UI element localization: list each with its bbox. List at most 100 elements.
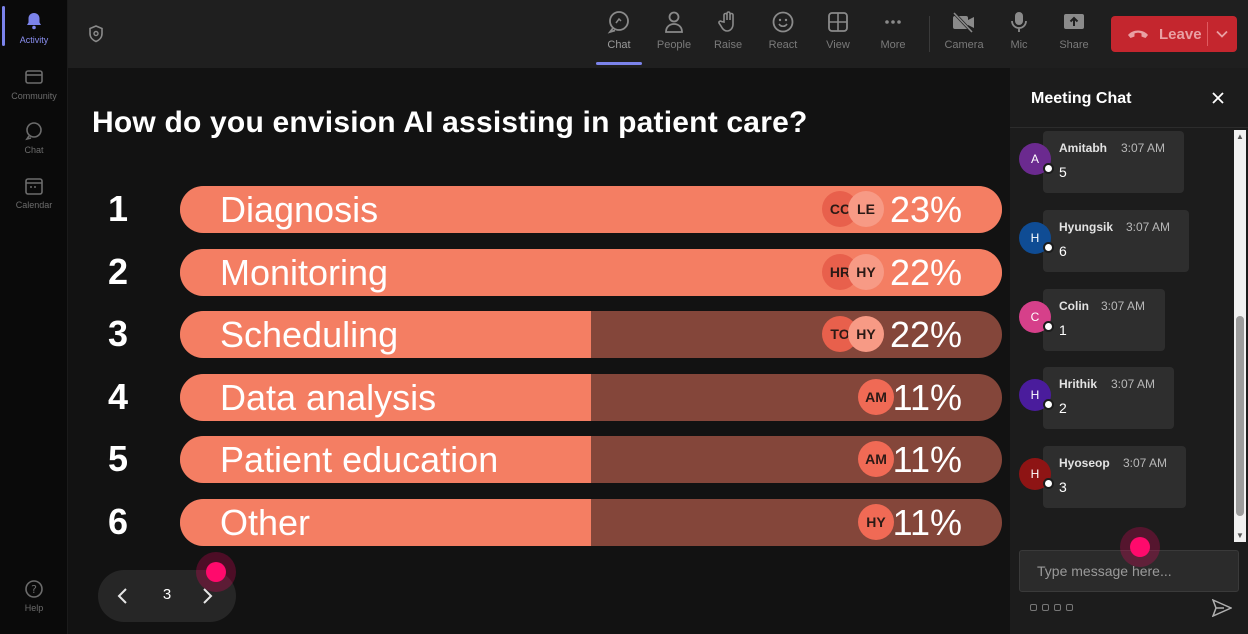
more-button-label: More [880, 39, 906, 51]
chat-scrollbar[interactable]: ▲ ▼ [1234, 130, 1246, 542]
rail-item-calendar[interactable]: Calendar [0, 175, 68, 210]
message-author: Hyungsik [1059, 219, 1114, 234]
chat-message[interactable]: Hyoseop 3:07 AM 3 [1043, 446, 1186, 509]
option-bar: Data analysis 11% AM [180, 373, 1002, 421]
presence-status-icon [1043, 399, 1054, 411]
scrollbar-thumb[interactable] [1236, 316, 1244, 516]
message-timestamp: 3:07 AM [1123, 456, 1168, 471]
chevron-down-icon[interactable] [1215, 27, 1229, 41]
mic-button[interactable]: Mic [992, 10, 1046, 51]
app-rail: Activity Community Chat Calendar ? Help [0, 0, 68, 634]
rail-item-activity[interactable]: Activity [0, 10, 68, 45]
voter-avatar: AM [858, 441, 894, 477]
chat-message-input[interactable]: Type message here... [1019, 550, 1239, 592]
emoji-icon[interactable] [1054, 604, 1061, 611]
voter-avatar: HY [848, 253, 884, 290]
share-icon [1064, 14, 1084, 29]
message-text: 5 [1059, 164, 1067, 180]
react-button-label: React [768, 39, 798, 51]
share-button[interactable]: Share [1047, 10, 1101, 51]
send-icon[interactable] [1212, 599, 1232, 617]
rail-item-label: Activity [19, 35, 49, 45]
poll-option-row: 2 Monitoring 22% HR HY [68, 248, 1010, 297]
rail-item-label: Calendar [15, 200, 53, 210]
poll-option-row: 1 Diagnosis 23% CC LE [68, 186, 1010, 234]
voter-avatar: AM [858, 378, 894, 415]
raise-hand-button[interactable]: Raise [701, 10, 755, 51]
leave-button-label: Leave [1159, 25, 1202, 43]
presence-status-icon [1043, 320, 1054, 332]
avatar[interactable]: H [1019, 221, 1054, 254]
option-percent: 11% [892, 439, 962, 480]
option-percent: 23% [889, 189, 962, 230]
chat-message[interactable]: Hyungsik 3:07 AM 6 [1043, 209, 1189, 272]
avatar[interactable]: C [1019, 300, 1054, 333]
format-icon[interactable] [1030, 604, 1037, 611]
people-icon [665, 11, 683, 33]
avatar[interactable]: H [1019, 458, 1054, 491]
avatar-initial: H [1030, 467, 1040, 482]
hang-up-icon [1128, 30, 1148, 38]
option-percent: 11% [892, 501, 962, 543]
click-indicator [196, 552, 236, 592]
close-icon[interactable] [1210, 90, 1226, 106]
chat-message[interactable]: Hrithik 3:07 AM 2 [1043, 367, 1174, 430]
gif-icon[interactable] [1066, 604, 1073, 611]
people-button[interactable]: People [647, 10, 701, 51]
meeting-chat-panel: Meeting Chat Amitabh 3:07 AM 5 A Hyungsik 3:0… [1010, 68, 1248, 634]
meeting-toolbar: Chat People Raise React View More Camera… [68, 0, 1248, 68]
option-bar: Diagnosis 23% CC LE [180, 186, 1002, 233]
avatar[interactable]: A [1019, 143, 1054, 175]
message-timestamp: 3:07 AM [1111, 377, 1156, 392]
chat-header: Meeting Chat [1010, 68, 1248, 128]
camera-button[interactable]: Camera [937, 10, 991, 51]
view-icon [828, 12, 848, 32]
avatar[interactable]: H [1019, 379, 1054, 412]
message-text: 6 [1059, 242, 1067, 259]
option-number: 2 [108, 250, 129, 292]
presence-status-icon [1043, 241, 1054, 253]
rail-item-community[interactable]: Community [0, 66, 68, 101]
option-bar: Scheduling 22% TO HY [180, 311, 1002, 358]
option-percent: 22% [889, 314, 962, 355]
leave-button[interactable]: Leave [1111, 16, 1237, 52]
react-button[interactable]: React [756, 10, 810, 51]
camera-button-label: Camera [944, 39, 984, 51]
chat-message[interactable]: Amitabh 3:07 AM 5 [1043, 131, 1184, 193]
chevron-right-icon[interactable] [198, 586, 216, 606]
poll-option-row: 6 Other 11% HY [68, 498, 1010, 547]
option-number: 1 [108, 188, 129, 229]
poll-option-row: 3 Scheduling 22% TO HY [68, 311, 1010, 359]
avatar-initial: A [1030, 152, 1039, 166]
attach-icon[interactable] [1042, 604, 1049, 611]
help-icon: ? [25, 580, 43, 598]
raise-hand-icon [718, 11, 734, 32]
chat-message[interactable]: Colin 3:07 AM 1 [1043, 288, 1165, 351]
option-bar-fill [180, 436, 591, 483]
scroll-up-icon[interactable]: ▲ [1236, 132, 1244, 141]
option-label: Scheduling [220, 314, 399, 355]
shield-icon[interactable] [86, 24, 106, 44]
people-button-label: People [656, 39, 692, 51]
community-icon [25, 70, 43, 84]
option-label: Monitoring [220, 251, 389, 293]
poll-question: How do you envision AI assisting in pati… [92, 106, 808, 139]
rail-item-help[interactable]: ? Help [0, 578, 68, 613]
poll-option-row: 4 Data analysis 11% AM [68, 373, 1010, 422]
view-button[interactable]: View [811, 10, 865, 51]
option-number: 3 [108, 313, 129, 354]
chevron-left-icon[interactable] [114, 586, 132, 606]
svg-text:?: ? [31, 583, 37, 596]
avatar-initial: H [1030, 230, 1040, 245]
scroll-down-icon[interactable]: ▼ [1236, 531, 1244, 540]
camera-off-icon [952, 11, 974, 34]
rail-item-chat[interactable]: Chat [0, 120, 68, 155]
more-button[interactable]: More [866, 10, 920, 51]
chat-button[interactable]: Chat [592, 10, 646, 51]
message-text: 1 [1059, 321, 1067, 338]
chat-active-indicator [596, 62, 642, 65]
rail-item-label: Help [24, 603, 44, 613]
option-bar: Other 11% HY [180, 498, 1002, 546]
presence-status-icon [1043, 163, 1054, 174]
option-label: Diagnosis [220, 189, 379, 230]
